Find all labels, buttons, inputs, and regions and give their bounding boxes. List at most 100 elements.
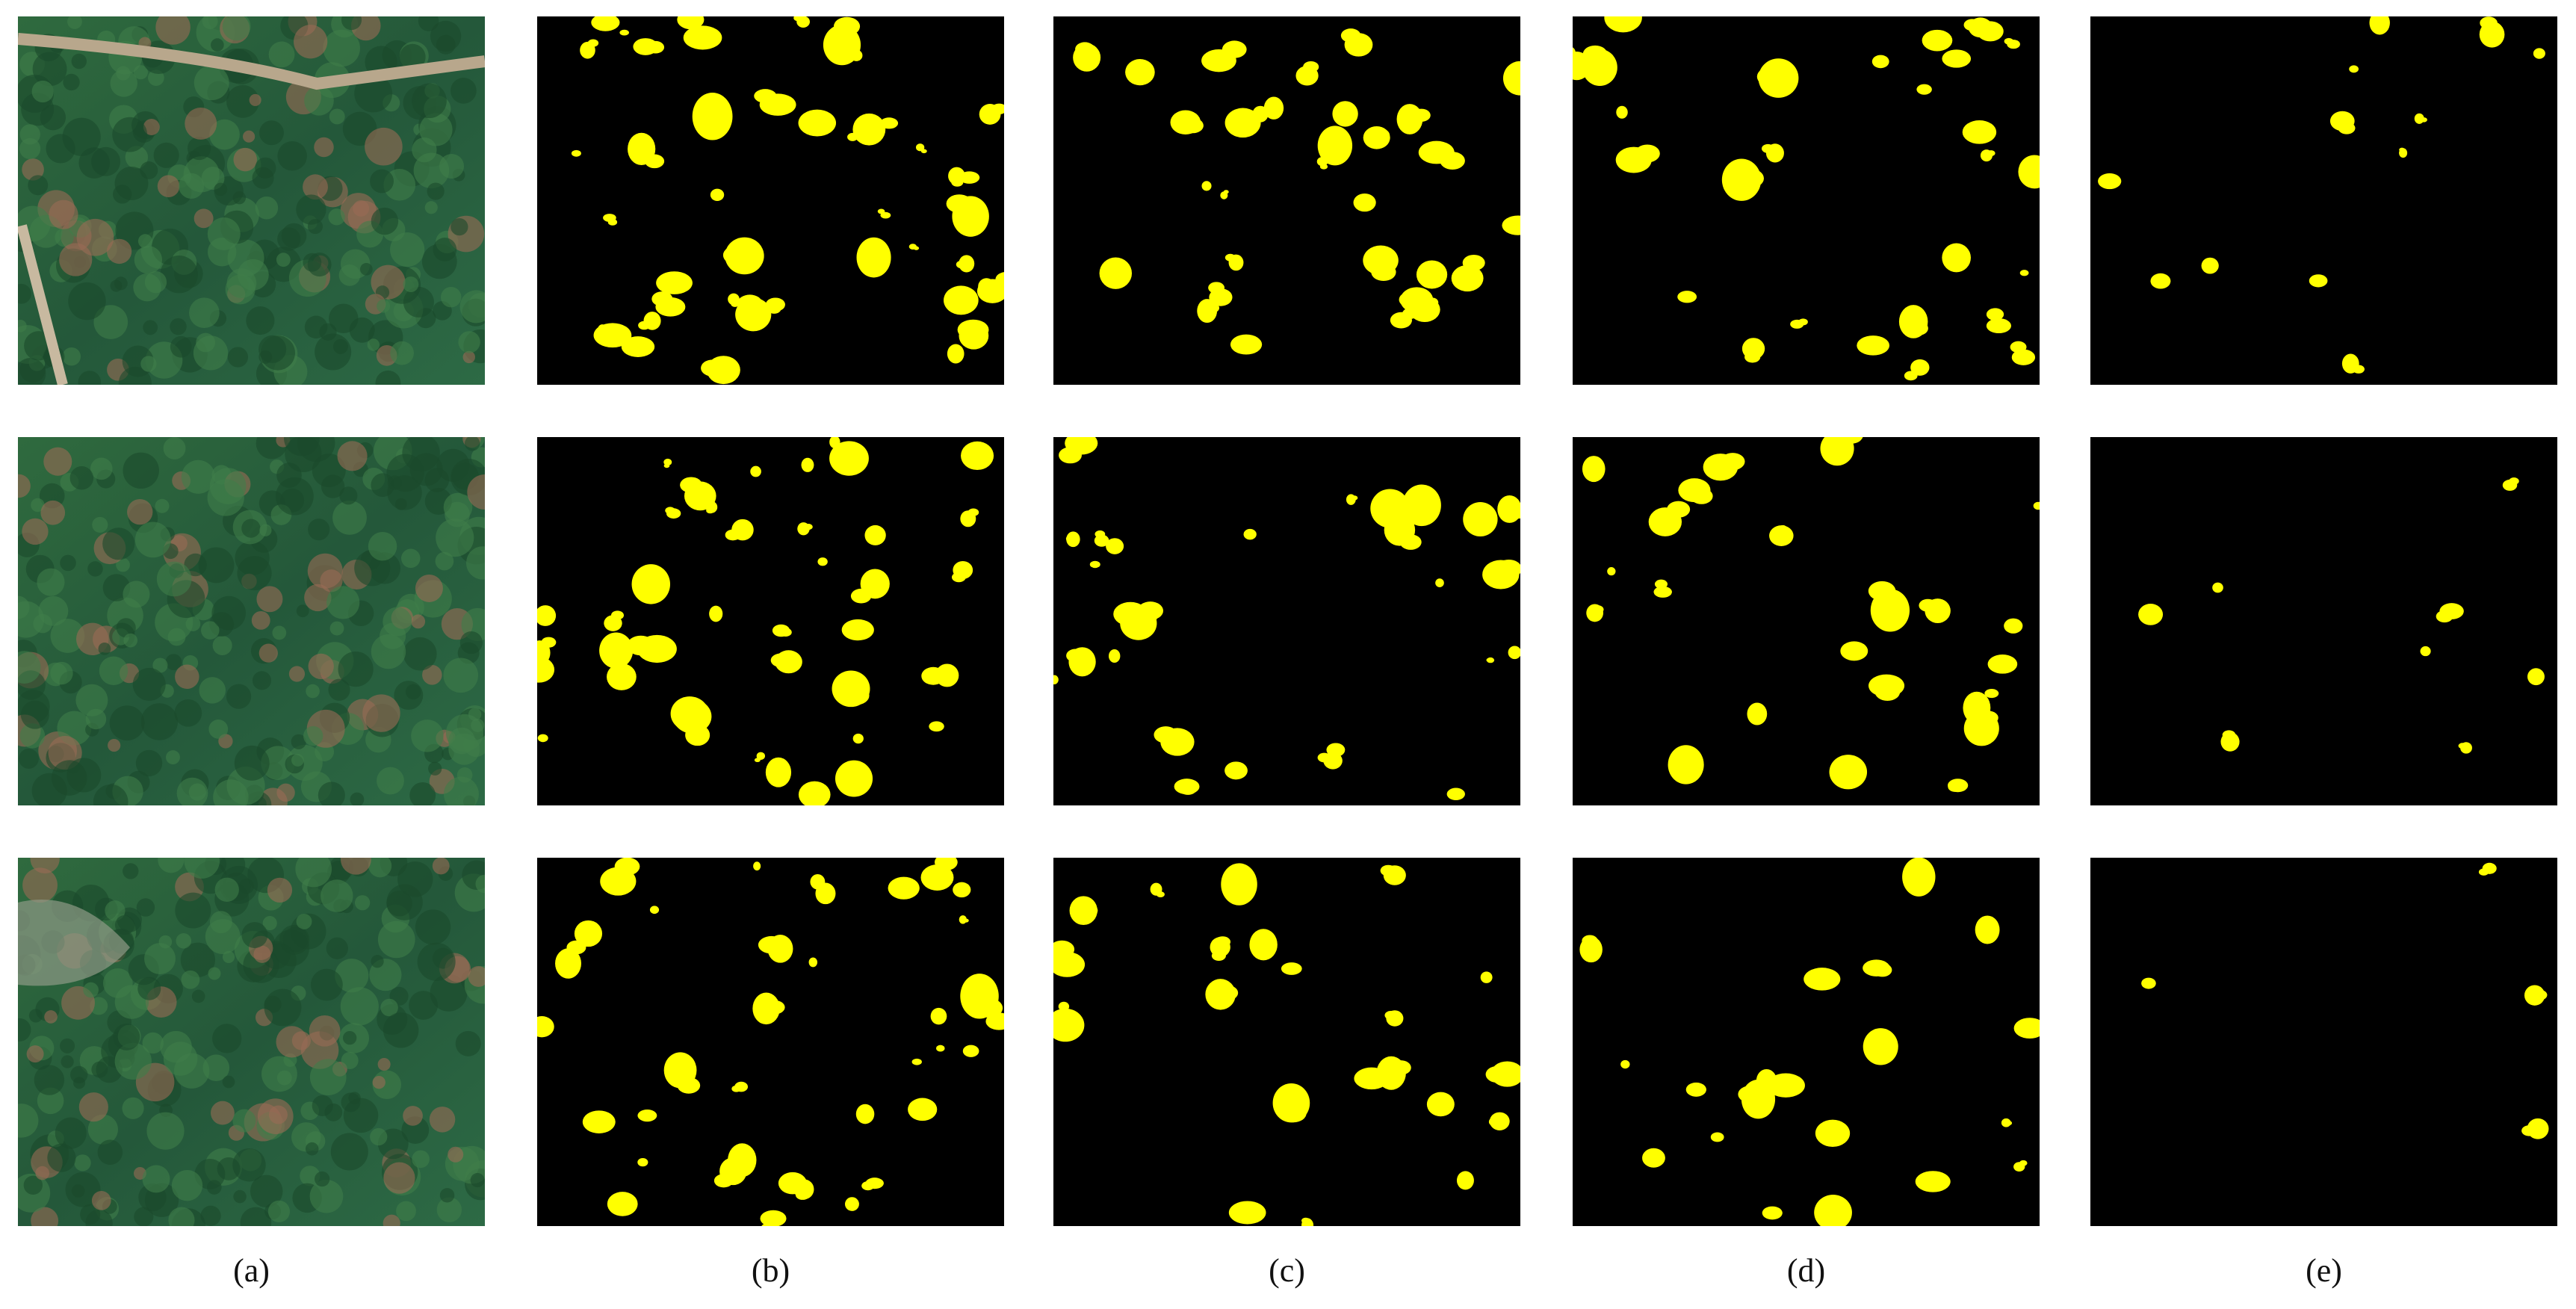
- column-label: (e): [2306, 1252, 2342, 1289]
- blob: [2005, 1120, 2013, 1126]
- tree-crown: [19, 124, 40, 145]
- tree-crown: [209, 119, 240, 150]
- tree-crown: [232, 1109, 256, 1133]
- tree-crown: [35, 1166, 50, 1180]
- blob: [1616, 105, 1628, 119]
- blob: [1456, 1171, 1474, 1190]
- blob: [665, 507, 675, 515]
- tree-crown: [61, 1055, 74, 1068]
- blob: [1872, 963, 1892, 977]
- blob: [2004, 618, 2023, 634]
- blob: [1317, 126, 1353, 166]
- blob: [709, 605, 723, 622]
- tree-crown: [108, 739, 121, 752]
- blob: [1916, 84, 1932, 95]
- blob: [1874, 683, 1901, 702]
- tree-crown: [233, 1189, 247, 1204]
- tree-crown: [256, 586, 283, 613]
- tree-crown: [264, 988, 302, 1027]
- tree-crown: [60, 1038, 75, 1053]
- blob: [841, 619, 874, 641]
- tree-crown: [193, 208, 214, 229]
- tree-crown: [371, 207, 399, 235]
- blob: [1942, 243, 1971, 273]
- tree-crown: [397, 861, 433, 897]
- blob: [537, 734, 548, 743]
- blob: [582, 1110, 616, 1133]
- blob: [920, 864, 954, 891]
- tree-crown: [170, 318, 187, 335]
- tree-crown: [445, 714, 484, 752]
- tree-crown: [281, 223, 307, 249]
- blob: [1685, 1082, 1706, 1097]
- tree-crown: [326, 937, 348, 959]
- tree-crown: [213, 779, 249, 805]
- blob: [1871, 55, 1889, 69]
- blob: [1303, 61, 1319, 73]
- panel-content: [1573, 858, 2040, 1226]
- blob: [2004, 37, 2013, 45]
- blob: [855, 1104, 875, 1124]
- tree-crown: [137, 234, 152, 249]
- tree-crown: [171, 1169, 203, 1201]
- tree-crown: [255, 196, 279, 220]
- tree-crown: [390, 341, 414, 365]
- tree-crown: [234, 745, 270, 781]
- tree-crown: [412, 1150, 430, 1169]
- tree-crown: [348, 1092, 361, 1104]
- tree-crown: [113, 185, 132, 204]
- tree-crown: [405, 684, 421, 700]
- blob: [1053, 1008, 1085, 1042]
- tree-crown: [365, 127, 403, 166]
- tree-crown: [417, 942, 456, 981]
- blob: [1224, 761, 1248, 780]
- tree-crown: [44, 1010, 58, 1024]
- tree-crown: [237, 555, 272, 591]
- tree-crown: [443, 657, 479, 693]
- blob: [1497, 495, 1520, 523]
- blob: [2521, 1125, 2537, 1136]
- blob: [1962, 120, 1997, 144]
- tree-crown: [468, 966, 485, 987]
- blob: [2458, 743, 2467, 749]
- tree-crown: [403, 637, 437, 671]
- tree-crown: [246, 306, 275, 335]
- blob: [760, 1210, 787, 1226]
- segmentation-mask: [1053, 437, 1520, 805]
- tree-crown: [198, 547, 235, 584]
- tree-crown: [144, 943, 176, 974]
- blob: [1907, 321, 1928, 336]
- tree-crown: [383, 1214, 400, 1226]
- blob: [663, 463, 670, 468]
- blob: [607, 1192, 638, 1216]
- tree-crown: [310, 968, 343, 1001]
- tree-crown: [383, 1162, 415, 1194]
- tree-crown: [167, 628, 186, 646]
- blob: [710, 188, 725, 201]
- tree-crown: [456, 767, 473, 783]
- tree-crown: [55, 1117, 87, 1149]
- blob: [1109, 654, 1118, 660]
- blob: [1280, 1104, 1307, 1123]
- tree-crown: [396, 1201, 416, 1222]
- blob: [1591, 605, 1604, 614]
- blob: [1488, 1116, 1503, 1127]
- tree-crown: [337, 441, 368, 471]
- blob: [1053, 675, 1059, 684]
- blob: [934, 858, 958, 871]
- blob: [663, 458, 672, 466]
- blob: [2010, 341, 2027, 353]
- blob: [1502, 215, 1520, 235]
- blob: [722, 245, 751, 265]
- blob: [921, 666, 946, 685]
- blob: [2018, 155, 2040, 189]
- tree-crown: [309, 1059, 347, 1096]
- blob: [761, 1222, 778, 1226]
- tree-crown: [455, 1030, 481, 1056]
- blob: [1986, 308, 2004, 321]
- blob: [1317, 752, 1331, 763]
- tree-crown: [328, 678, 350, 701]
- tree-crown: [323, 29, 360, 67]
- column-label: (d): [1787, 1252, 1825, 1289]
- tree-crown: [371, 634, 406, 669]
